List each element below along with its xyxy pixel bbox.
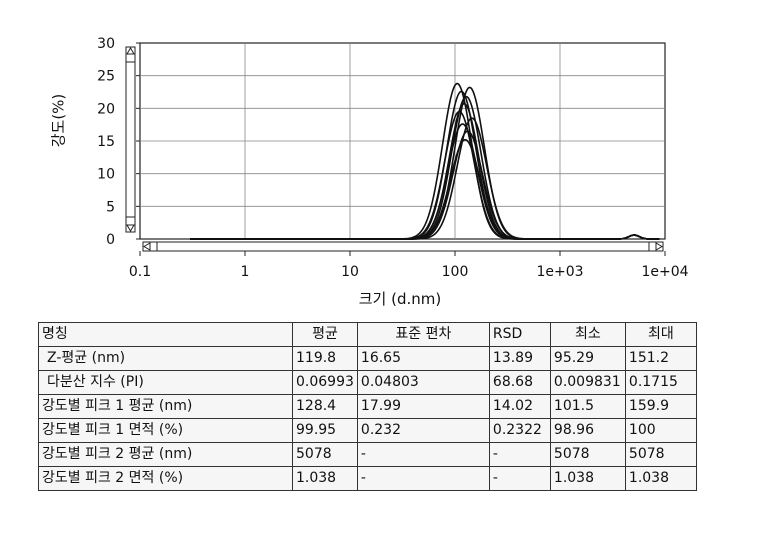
x-tick-label: 0.1 bbox=[129, 264, 151, 280]
horizontal-scroll-control[interactable] bbox=[143, 242, 663, 251]
cell-mean: 1.038 bbox=[293, 467, 358, 491]
cell-mean: 128.4 bbox=[293, 395, 358, 419]
header-rsd: RSD bbox=[489, 323, 550, 347]
cell-std-dev: 0.232 bbox=[357, 419, 489, 443]
table-row: 강도별 피크 1 평균 (nm) 128.4 17.99 14.02 101.5… bbox=[39, 395, 697, 419]
x-axis-ticks: 0.1 1 10 100 1e+03 1e+04 bbox=[129, 251, 689, 280]
cell-std-dev: - bbox=[357, 467, 489, 491]
y-tick-label: 20 bbox=[97, 101, 115, 117]
y-tick-label: 5 bbox=[106, 199, 115, 215]
y-tick-label: 0 bbox=[106, 232, 115, 248]
table-row: Z-평균 (nm) 119.8 16.65 13.89 95.29 151.2 bbox=[39, 347, 697, 371]
cell-rsd: 0.2322 bbox=[489, 419, 550, 443]
cell-max: 100 bbox=[625, 419, 696, 443]
intensity-distribution-chart: 0 5 10 15 20 25 30 0.1 1 10 100 1e+03 1e+04 bbox=[0, 0, 776, 300]
y-tick-label: 15 bbox=[97, 134, 115, 150]
x-tick-label: 10 bbox=[341, 264, 359, 280]
cell-mean: 99.95 bbox=[293, 419, 358, 443]
row-label: 강도별 피크 2 면적 (%) bbox=[39, 467, 293, 491]
cell-max: 151.2 bbox=[625, 347, 696, 371]
y-tick-label: 10 bbox=[97, 167, 115, 183]
cell-min: 95.29 bbox=[550, 347, 625, 371]
header-name: 명칭 bbox=[39, 323, 293, 347]
cell-max: 1.038 bbox=[625, 467, 696, 491]
cell-rsd: 68.68 bbox=[489, 371, 550, 395]
x-axis-label: 크기 (d.nm) bbox=[300, 288, 500, 309]
header-mean: 평균 bbox=[293, 323, 358, 347]
y-tick-label: 25 bbox=[97, 69, 115, 85]
y-tick-label: 30 bbox=[97, 36, 115, 52]
table-row: 다분산 지수 (PI) 0.06993 0.04803 68.68 0.0098… bbox=[39, 371, 697, 395]
statistics-table: 명칭 평균 표준 편차 RSD 최소 최대 Z-평균 (nm) 119.8 16… bbox=[38, 322, 697, 491]
cell-std-dev: 16.65 bbox=[357, 347, 489, 371]
cell-rsd: - bbox=[489, 443, 550, 467]
cell-rsd: - bbox=[489, 467, 550, 491]
cell-rsd: 14.02 bbox=[489, 395, 550, 419]
table-row: 강도별 피크 2 면적 (%) 1.038 - - 1.038 1.038 bbox=[39, 467, 697, 491]
x-tick-label: 1e+04 bbox=[641, 264, 688, 280]
header-std-dev: 표준 편차 bbox=[357, 323, 489, 347]
x-tick-label: 1e+03 bbox=[536, 264, 583, 280]
row-label: 강도별 피크 1 평균 (nm) bbox=[39, 395, 293, 419]
header-max: 최대 bbox=[625, 323, 696, 347]
cell-max: 5078 bbox=[625, 443, 696, 467]
x-tick-label: 1 bbox=[241, 264, 250, 280]
row-label: 강도별 피크 1 면적 (%) bbox=[39, 419, 293, 443]
cell-std-dev: 17.99 bbox=[357, 395, 489, 419]
cell-min: 0.009831 bbox=[550, 371, 625, 395]
table-header-row: 명칭 평균 표준 편차 RSD 최소 최대 bbox=[39, 323, 697, 347]
cell-min: 101.5 bbox=[550, 395, 625, 419]
cell-mean: 5078 bbox=[293, 443, 358, 467]
cell-mean: 119.8 bbox=[293, 347, 358, 371]
cell-max: 159.9 bbox=[625, 395, 696, 419]
cell-max: 0.1715 bbox=[625, 371, 696, 395]
row-label: 강도별 피크 2 평균 (nm) bbox=[39, 443, 293, 467]
vertical-scroll-control[interactable] bbox=[126, 47, 135, 232]
table-row: 강도별 피크 1 면적 (%) 99.95 0.232 0.2322 98.96… bbox=[39, 419, 697, 443]
row-label: Z-평균 (nm) bbox=[39, 347, 293, 371]
table-row: 강도별 피크 2 평균 (nm) 5078 - - 5078 5078 bbox=[39, 443, 697, 467]
header-min: 최소 bbox=[550, 323, 625, 347]
cell-min: 1.038 bbox=[550, 467, 625, 491]
row-label: 다분산 지수 (PI) bbox=[39, 371, 293, 395]
cell-rsd: 13.89 bbox=[489, 347, 550, 371]
cell-std-dev: 0.04803 bbox=[357, 371, 489, 395]
x-tick-label: 100 bbox=[442, 264, 469, 280]
cell-min: 5078 bbox=[550, 443, 625, 467]
cell-mean: 0.06993 bbox=[293, 371, 358, 395]
cell-min: 98.96 bbox=[550, 419, 625, 443]
y-axis-label: 강도(%) bbox=[48, 81, 69, 161]
cell-std-dev: - bbox=[357, 443, 489, 467]
